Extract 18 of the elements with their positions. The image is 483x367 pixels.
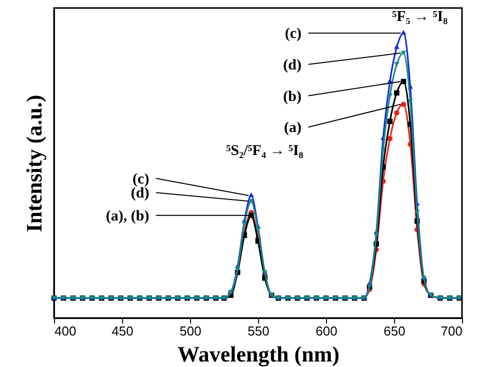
annotation: ⁵S₂/⁵F₄ → ⁵I₈ [226, 142, 304, 159]
x-tick-label: 450 [112, 324, 134, 338]
annotation: (c) [132, 171, 150, 188]
annotation: (d) [130, 186, 150, 202]
x-tick-label: 700 [440, 324, 462, 338]
x-axis-title: Wavelength (nm) [178, 342, 340, 366]
x-tick-label: 400 [54, 324, 76, 338]
annotation: (a) [284, 120, 302, 136]
annotation: (d) [283, 57, 302, 74]
x-tick-label: 600 [316, 324, 338, 338]
x-tick-label: 650 [384, 324, 406, 338]
annotation: (b) [283, 88, 302, 105]
annotation: (a), (b) [106, 208, 150, 224]
x-tick-label: 500 [180, 324, 202, 338]
text: ⁵F₅ → ⁵I₈ [392, 8, 448, 25]
annotation: (c) [284, 26, 302, 42]
y-axis-title: Intensity (a.u.) [22, 94, 46, 232]
x-tick-label: 550 [248, 324, 270, 338]
